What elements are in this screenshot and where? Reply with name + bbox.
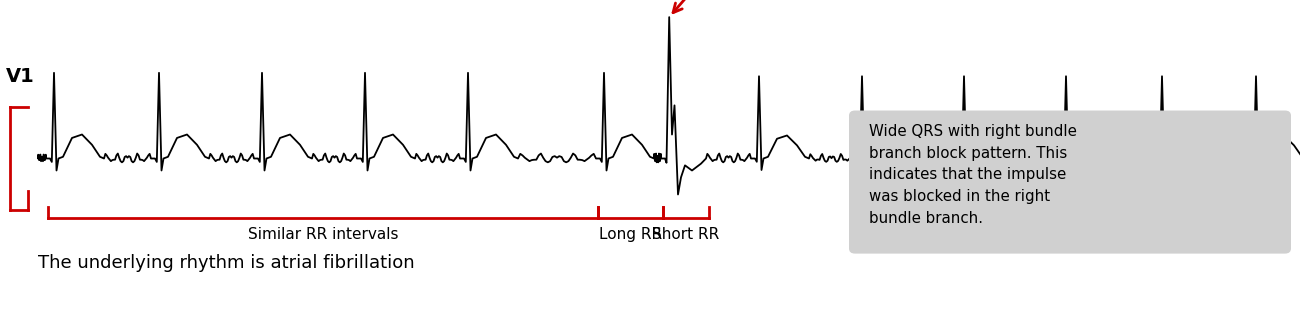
Text: V1: V1	[6, 67, 35, 86]
Text: The underlying rhythm is atrial fibrillation: The underlying rhythm is atrial fibrilla…	[38, 255, 415, 272]
Text: Long RR: Long RR	[599, 227, 662, 242]
Text: Aberration!: Aberration!	[653, 0, 746, 13]
FancyBboxPatch shape	[849, 111, 1291, 254]
Text: Similar RR intervals: Similar RR intervals	[248, 227, 398, 242]
Text: Short RR: Short RR	[653, 227, 720, 242]
Text: Wide QRS with right bundle
branch block pattern. This
indicates that the impulse: Wide QRS with right bundle branch block …	[868, 124, 1076, 226]
